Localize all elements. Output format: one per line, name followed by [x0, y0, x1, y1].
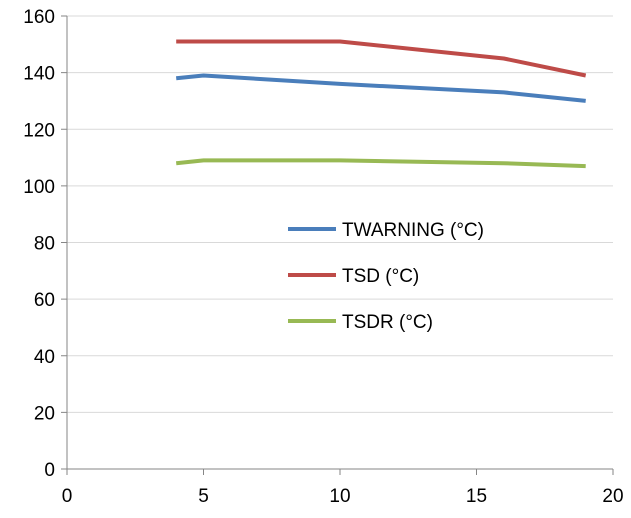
- y-tick-label-5: 100: [23, 177, 55, 198]
- y-tick-marks: [61, 15, 67, 470]
- series-line-2: [175, 158, 586, 169]
- y-tick-label-4: 80: [34, 234, 55, 255]
- gridlines: [67, 15, 613, 413]
- y-tick-label-0: 0: [44, 460, 55, 481]
- y-tick-label-3: 60: [34, 290, 55, 311]
- x-tick-label-1: 5: [198, 486, 209, 507]
- y-tick-label-2: 40: [34, 347, 55, 368]
- y-tick-label-1: 20: [34, 403, 55, 424]
- x-tick-marks: [66, 469, 614, 475]
- x-tick-label-0: 0: [62, 486, 73, 507]
- series-lines: [175, 39, 587, 169]
- x-tick-label-4: 20: [602, 486, 623, 507]
- series-line-1: [176, 39, 587, 78]
- x-tick-label-2: 10: [329, 486, 350, 507]
- legend-label-2: TSDR (°C): [342, 312, 433, 333]
- y-tick-label-6: 120: [23, 120, 55, 141]
- y-tick-label-7: 140: [23, 64, 55, 85]
- legend: TWARNING (°C) TSD (°C) TSDR (°C): [288, 220, 484, 333]
- legend-label-1: TSD (°C): [342, 266, 419, 287]
- x-tick-label-3: 15: [466, 486, 487, 507]
- legend-label-0: TWARNING (°C): [342, 220, 484, 241]
- y-tick-labels: 0 20 40 60 80 100 120 140 160: [23, 7, 55, 481]
- x-tick-labels: 0 5 10 15 20: [62, 486, 624, 507]
- series-line-0: [175, 73, 586, 103]
- y-tick-label-8: 160: [23, 7, 55, 28]
